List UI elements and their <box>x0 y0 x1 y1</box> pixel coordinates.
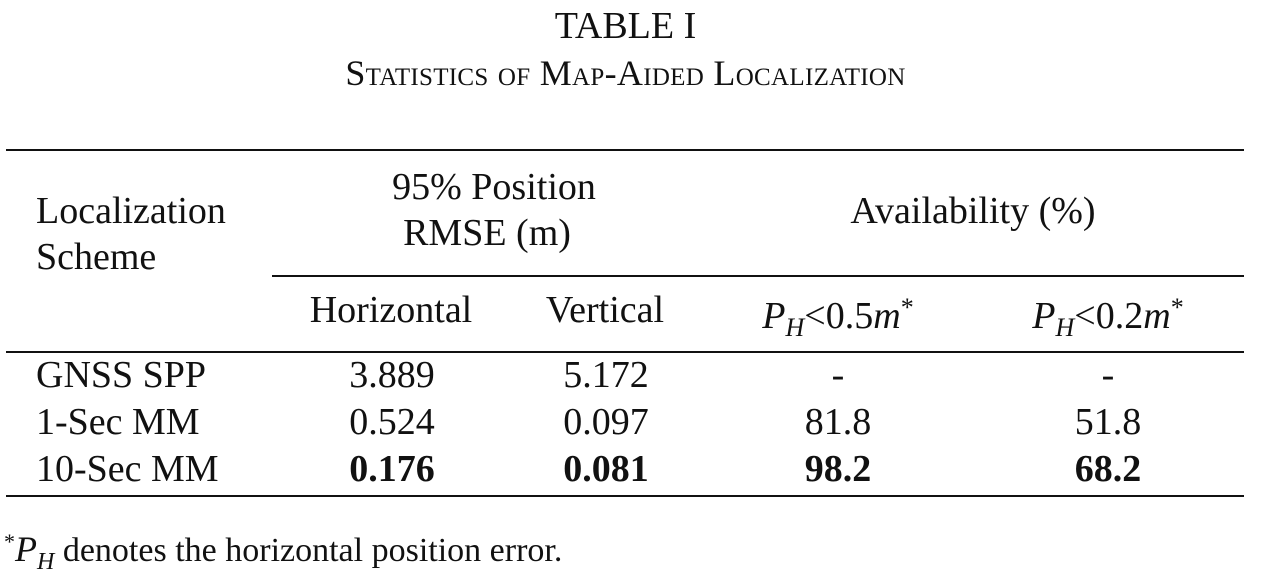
ph-var: P <box>762 295 786 337</box>
row-avail-02: - <box>1101 354 1115 396</box>
unit-m: m <box>873 295 901 337</box>
header-availability: Availability (%) <box>850 190 1096 232</box>
star-mark: * <box>1170 293 1184 322</box>
footnote-text: denotes the horizontal position error. <box>54 532 563 569</box>
ph-var: P <box>1032 295 1056 337</box>
ph-sub: H <box>1055 313 1075 342</box>
header-mid-rule <box>272 275 1244 277</box>
lt-sign: < <box>804 295 826 337</box>
threshold-05: 0.5 <box>825 295 874 337</box>
header-bottom-rule <box>6 351 1244 353</box>
star-mark: * <box>900 293 914 322</box>
row-horizontal: 3.889 <box>349 354 435 396</box>
row-scheme: 1-Sec MM <box>36 401 200 443</box>
lt-sign: < <box>1074 295 1096 337</box>
row-vertical: 0.081 <box>563 448 649 490</box>
row-vertical: 5.172 <box>563 354 649 396</box>
header-scheme-line1: Localization <box>36 190 226 232</box>
threshold-02: 0.2 <box>1095 295 1144 337</box>
header-horizontal: Horizontal <box>309 289 473 331</box>
table-title: Statistics of Map-Aided Localization <box>345 53 906 93</box>
header-rmse-line1: 95% Position <box>392 166 596 208</box>
top-rule <box>6 149 1244 151</box>
table-label: TABLE I <box>554 5 697 47</box>
row-avail-02: 51.8 <box>1074 401 1142 443</box>
footnote-ph-sub: H <box>37 549 55 575</box>
row-horizontal: 0.524 <box>349 401 435 443</box>
header-rmse-line2: RMSE (m) <box>403 212 571 254</box>
row-avail-05: 81.8 <box>804 401 872 443</box>
table-footnote: *PH denotes the horizontal position erro… <box>4 520 562 584</box>
row-avail-05: 98.2 <box>804 448 872 490</box>
row-scheme: GNSS SPP <box>36 354 207 396</box>
row-avail-02: 68.2 <box>1074 448 1142 490</box>
header-avail-05: PH<0.5m* <box>702 286 974 350</box>
ph-sub: H <box>785 313 805 342</box>
footnote-star: * <box>4 529 15 554</box>
row-vertical: 0.097 <box>563 401 649 443</box>
row-scheme: 10-Sec MM <box>36 448 219 490</box>
bottom-rule <box>6 495 1244 497</box>
footnote-ph: PH <box>15 529 54 575</box>
header-avail-02: PH<0.2m* <box>972 286 1244 350</box>
header-scheme-line2: Scheme <box>36 236 157 278</box>
footnote-ph-var: P <box>15 529 37 569</box>
unit-m: m <box>1143 295 1171 337</box>
row-avail-05: - <box>831 354 845 396</box>
header-vertical: Vertical <box>545 289 665 331</box>
row-horizontal: 0.176 <box>349 448 435 490</box>
